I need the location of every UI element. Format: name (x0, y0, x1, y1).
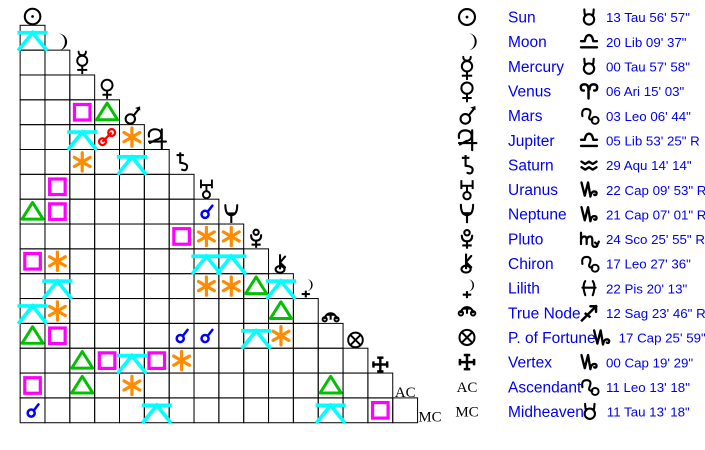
svg-text:Vertex: Vertex (508, 355, 552, 372)
svg-text:True Node: True Node (508, 305, 581, 322)
svg-text:Uranus: Uranus (508, 182, 558, 199)
svg-text:24 Sco 25' 55" R: 24 Sco 25' 55" R (606, 232, 705, 247)
svg-text:20 Lib 09' 37": 20 Lib 09' 37" (606, 35, 687, 50)
svg-text:Mars: Mars (508, 108, 543, 125)
svg-text:17 Cap 25' 59": 17 Cap 25' 59" (619, 331, 705, 346)
svg-text:11 Tau 13' 18": 11 Tau 13' 18" (607, 405, 690, 420)
svg-text:Pluto: Pluto (508, 231, 543, 248)
svg-text:11 Leo 13' 18": 11 Leo 13' 18" (606, 380, 690, 395)
svg-text:Chiron: Chiron (508, 256, 554, 273)
svg-text:17 Leo 27' 36": 17 Leo 27' 36" (606, 257, 691, 272)
svg-text:Ascendant: Ascendant (508, 379, 582, 396)
svg-text:21 Cap 07' 01" R: 21 Cap 07' 01" R (606, 207, 705, 222)
svg-text:Mercury: Mercury (508, 59, 564, 76)
svg-text:Saturn: Saturn (508, 157, 554, 174)
svg-text:00 Cap 19' 29": 00 Cap 19' 29" (606, 355, 693, 370)
svg-text:MC: MC (418, 410, 441, 426)
svg-text:Sun: Sun (508, 10, 536, 27)
svg-text:06 Ari 15' 03": 06 Ari 15' 03" (606, 84, 685, 99)
svg-text:22 Pis 20' 13": 22 Pis 20' 13" (606, 281, 687, 296)
svg-text:03 Leo 06' 44": 03 Leo 06' 44" (606, 109, 691, 124)
svg-text:Venus: Venus (508, 83, 551, 100)
svg-text:AC: AC (457, 380, 478, 396)
svg-text:P. of Fortune: P. of Fortune (508, 330, 596, 347)
svg-text:13 Tau 56' 57": 13 Tau 56' 57" (606, 10, 690, 25)
svg-text:Neptune: Neptune (508, 207, 567, 224)
svg-text:Jupiter: Jupiter (508, 133, 555, 150)
svg-text:00 Tau 57' 58": 00 Tau 57' 58" (606, 60, 690, 75)
svg-text:MC: MC (455, 404, 478, 420)
svg-text:29 Aqu 14' 14": 29 Aqu 14' 14" (606, 158, 692, 173)
svg-text:12 Sag 23' 46" R: 12 Sag 23' 46" R (606, 306, 705, 321)
svg-text:Moon: Moon (508, 34, 547, 51)
svg-text:05 Lib 53' 25" R: 05 Lib 53' 25" R (606, 133, 700, 148)
svg-text:AC: AC (395, 385, 416, 401)
svg-text:22 Cap 09' 53" R: 22 Cap 09' 53" R (606, 183, 705, 198)
svg-text:Lilith: Lilith (508, 281, 540, 298)
svg-text:Midheaven: Midheaven (508, 404, 584, 421)
